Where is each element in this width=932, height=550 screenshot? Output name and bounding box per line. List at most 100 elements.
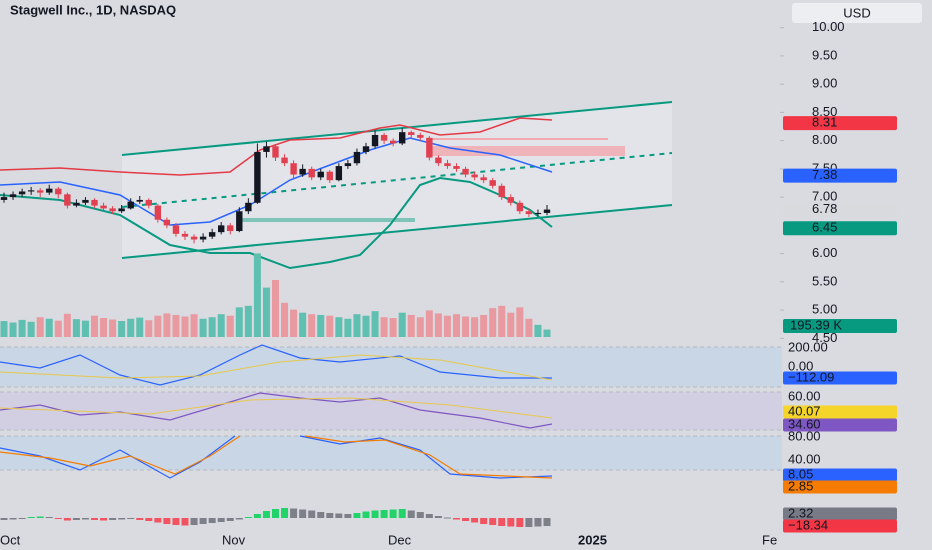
histogram-bar xyxy=(127,518,135,519)
panel-marker-label: 8.05 xyxy=(788,466,813,481)
histogram-bar xyxy=(244,517,252,518)
volume-bar xyxy=(353,314,361,337)
candle-body xyxy=(444,163,451,167)
candle-body xyxy=(163,219,171,226)
x-tick-label: Oct xyxy=(0,532,21,547)
candle-body xyxy=(507,197,514,203)
lower-band xyxy=(0,176,553,270)
candle-body xyxy=(64,194,71,206)
histogram-bar xyxy=(217,518,225,522)
candle-body xyxy=(9,194,17,198)
candle-body xyxy=(380,134,388,141)
price-marker xyxy=(783,116,897,131)
histogram-bar xyxy=(398,509,406,518)
histogram-bar xyxy=(27,517,35,518)
candle-body xyxy=(408,132,415,135)
candle-body xyxy=(281,157,288,164)
stoch-d xyxy=(0,435,553,479)
histogram-bar xyxy=(281,508,289,518)
candle-body xyxy=(371,134,379,147)
y-tick-label: 5.50 xyxy=(812,273,837,288)
candle-body xyxy=(208,232,216,237)
candle-body xyxy=(46,188,53,193)
y-tick-label: 10.00 xyxy=(812,19,845,34)
histogram-bar xyxy=(434,516,442,518)
panel-marker xyxy=(783,519,897,533)
x-tick-label: Dec xyxy=(388,532,412,547)
histogram-bar xyxy=(226,518,234,521)
rsi-line xyxy=(0,392,553,429)
volume-bar xyxy=(308,314,316,337)
candle-body xyxy=(344,163,352,167)
volume-bar xyxy=(335,317,343,337)
candle-body xyxy=(127,201,134,209)
histogram-bar xyxy=(63,518,71,521)
volume-bar xyxy=(362,315,370,337)
histogram-bar xyxy=(380,510,388,518)
candle-body xyxy=(109,208,116,212)
stoch-k xyxy=(0,435,553,479)
histogram-bar xyxy=(362,511,370,518)
histogram-bar xyxy=(45,517,53,518)
candle-body xyxy=(290,163,297,175)
histogram-bar xyxy=(118,518,126,520)
candle-body xyxy=(435,157,442,164)
candle-body xyxy=(172,225,180,234)
volume-bar xyxy=(443,315,451,337)
histogram-bar xyxy=(9,518,17,520)
candle-body xyxy=(181,233,189,237)
candle-body xyxy=(308,168,315,178)
histogram-bar xyxy=(163,518,171,524)
candle-body xyxy=(534,212,542,215)
volume-bar xyxy=(36,317,44,337)
histogram-bar xyxy=(389,509,397,518)
panel-marker xyxy=(783,418,897,432)
zone xyxy=(240,218,415,222)
volume-bar xyxy=(543,329,551,337)
volume-bar xyxy=(407,314,415,337)
panel-marker-label: −112.09 xyxy=(788,369,834,384)
cci-line xyxy=(0,344,552,386)
y-tick-label: 5.00 xyxy=(812,302,837,317)
candle-body xyxy=(100,205,107,209)
histogram-bar xyxy=(516,518,524,527)
volume-bar xyxy=(299,312,307,337)
volume-bar xyxy=(480,314,488,337)
histogram-bar xyxy=(172,518,180,525)
rsi-ma xyxy=(0,397,553,419)
volume-bar xyxy=(109,319,117,337)
histogram-bar xyxy=(181,518,189,526)
volume-bar xyxy=(434,313,442,337)
histogram-bar xyxy=(507,518,515,527)
histogram-bar xyxy=(335,513,343,518)
cci-ma xyxy=(0,354,553,381)
volume-bar xyxy=(91,315,98,337)
price-marker xyxy=(783,202,897,217)
histogram-bar xyxy=(407,510,415,518)
volume-bar xyxy=(344,318,352,337)
volume-bar xyxy=(9,322,17,337)
volume-bar xyxy=(181,316,189,337)
candle-body xyxy=(0,197,8,200)
y-tick-label: 6.00 xyxy=(812,245,837,260)
volume-bar xyxy=(81,320,89,337)
volume-bar xyxy=(290,309,298,337)
panel-marker xyxy=(783,371,897,385)
volume-bar xyxy=(244,305,252,337)
candle-body xyxy=(480,177,487,181)
volume-bar xyxy=(63,313,71,337)
candle-body xyxy=(543,209,551,213)
candle-body xyxy=(462,168,469,175)
panel-tick-label: 40.00 xyxy=(788,451,821,466)
panel-marker-label: −18.34 xyxy=(788,517,828,532)
currency-box[interactable] xyxy=(792,3,922,23)
histogram-bar xyxy=(36,516,44,518)
currency[interactable]: USD xyxy=(843,5,870,20)
candle-body xyxy=(489,180,496,186)
candle-body xyxy=(272,146,279,158)
y-tick-label: 7.00 xyxy=(812,189,837,204)
x-tick-label: Fe xyxy=(762,532,777,547)
candle-body xyxy=(362,146,370,152)
volume-bar xyxy=(326,315,334,337)
histogram-bar xyxy=(154,518,162,523)
